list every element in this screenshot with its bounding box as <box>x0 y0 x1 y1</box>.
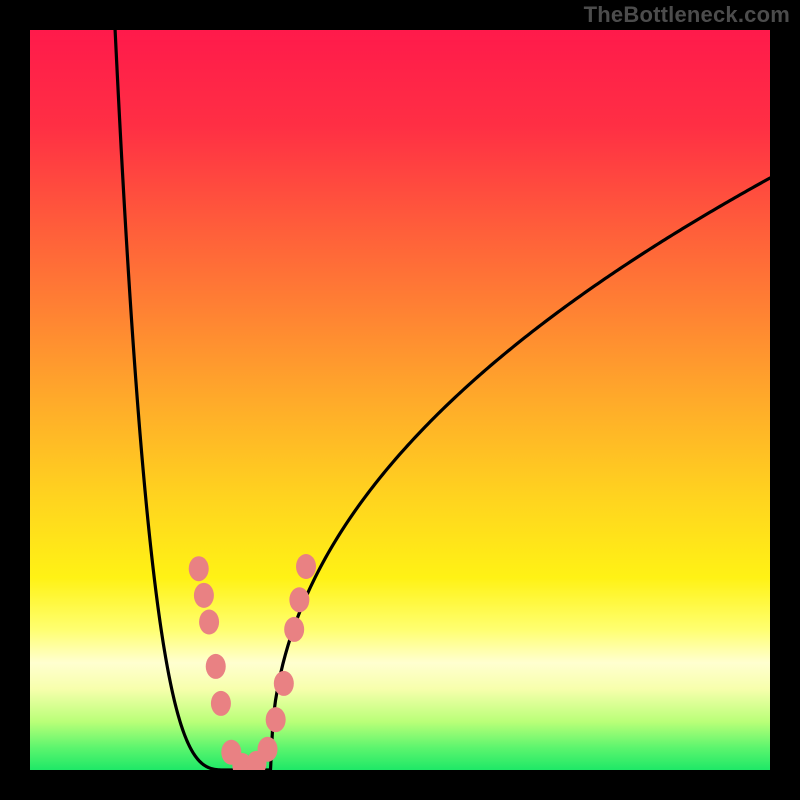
marker-left-0 <box>189 556 209 581</box>
marker-left-1 <box>194 583 214 608</box>
chart-svg <box>0 0 800 800</box>
gradient-background <box>30 30 770 770</box>
marker-left-4 <box>211 691 231 716</box>
chart-stage: TheBottleneck.com <box>0 0 800 800</box>
marker-right-3 <box>274 671 294 696</box>
watermark-text: TheBottleneck.com <box>584 2 790 28</box>
marker-right-1 <box>258 737 278 762</box>
marker-right-5 <box>289 587 309 612</box>
marker-right-6 <box>296 554 316 579</box>
marker-right-2 <box>266 707 286 732</box>
marker-left-2 <box>199 610 219 635</box>
marker-left-3 <box>206 654 226 679</box>
marker-right-4 <box>284 617 304 642</box>
